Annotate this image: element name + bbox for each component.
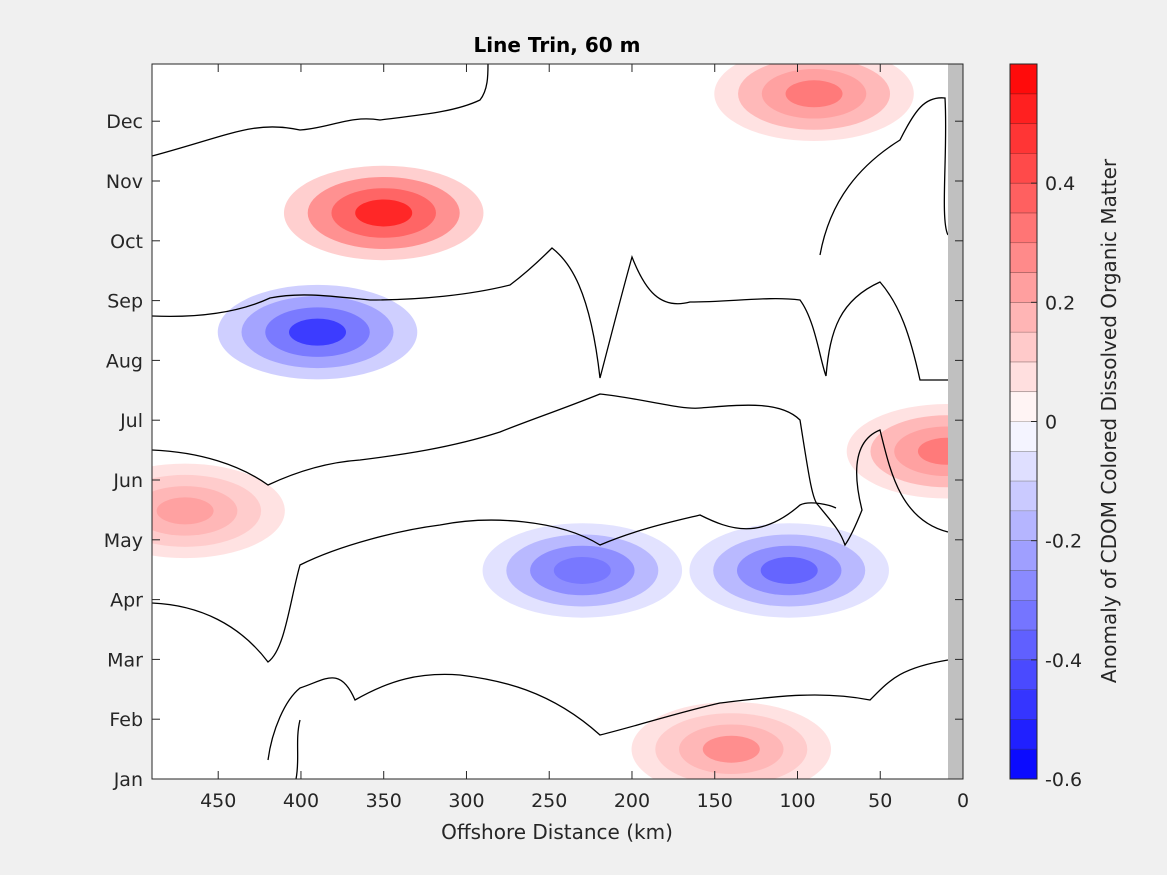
colorbar-tick-label: 0 [1045, 412, 1057, 434]
zero-contours [152, 64, 949, 779]
heat-contour-fill [289, 318, 347, 346]
colorbar: -0.6 -0.4 -0.2 0 0.2 0.4 Anomaly of CDOM Colo… [1009, 63, 1121, 791]
colorbar-step [1010, 391, 1037, 422]
colorbar-ticks: -0.6 -0.4 -0.2 0 0.2 0.4 [1031, 173, 1082, 791]
y-tick-label: Feb [109, 709, 143, 731]
no-data-band [948, 64, 963, 779]
plot-frame [151, 63, 964, 780]
heat-field [152, 64, 963, 779]
zero-contour-line [267, 659, 949, 761]
y-tick-label: Jul [119, 410, 143, 432]
colorbar-step [1010, 689, 1037, 720]
colorbar-step [1010, 332, 1037, 363]
colorbar-step [1010, 183, 1037, 214]
colorbar-step [1010, 510, 1037, 542]
colorbar-step [1010, 212, 1037, 244]
colorbar-tick-label: 0.2 [1045, 292, 1075, 314]
x-tick-label: 400 [283, 790, 319, 812]
colorbar-tick-label: 0.4 [1045, 173, 1075, 195]
zero-contour-line [152, 247, 948, 381]
colorbar-step [1010, 570, 1037, 601]
y-tick-label: Jan [113, 769, 143, 791]
zero-contour-line [295, 719, 301, 779]
zero-contour-line [152, 502, 837, 663]
colorbar-step [1010, 123, 1037, 154]
colorbar-step [1010, 481, 1037, 512]
y-tick-label: Nov [106, 171, 143, 193]
x-tick-label: 350 [366, 790, 402, 812]
x-tick-label: 100 [779, 790, 815, 812]
x-tick-label: 200 [614, 790, 650, 812]
y-tick-label: Jun [112, 470, 143, 492]
colorbar-step [1010, 93, 1037, 125]
colorbar-tick-label: -0.2 [1045, 531, 1082, 553]
x-tick-label: 300 [448, 790, 484, 812]
heat-contour-fill [785, 80, 843, 108]
colorbar-tick-label: -0.4 [1045, 650, 1082, 672]
colorbar-step [1010, 540, 1037, 571]
colorbar-step [1010, 64, 1037, 95]
colorbar-step [1010, 272, 1037, 303]
x-axis-label: Offshore Distance (km) [441, 820, 673, 844]
colorbar-step [1010, 242, 1037, 274]
heat-contour-fill [702, 735, 760, 763]
heat-contour-fill [760, 556, 818, 584]
y-tick-label: Apr [110, 590, 143, 612]
colorbar-tick-label: -0.6 [1045, 769, 1082, 791]
zero-contour-line [152, 393, 949, 547]
y-axis: Jan Feb Mar Apr May Jun Jul Aug Sep Oct Nov Dec [104, 111, 963, 791]
heat-contour-fill [156, 497, 214, 525]
colorbar-step [1010, 302, 1037, 333]
y-tick-label: Sep [107, 291, 143, 313]
zero-contour-line [152, 64, 489, 157]
heat-contour-fill [355, 199, 413, 227]
x-tick-label: 50 [868, 790, 892, 812]
y-tick-label: May [104, 530, 143, 552]
heat-contour-fill [917, 437, 963, 465]
x-tick-label: 0 [957, 790, 969, 812]
colorbar-step [1010, 451, 1037, 482]
colorbar-step [1010, 421, 1037, 452]
heatmap-plot: 450 400 350 300 250 200 150 100 50 0 Jan Feb Mar Apr… [104, 63, 969, 812]
colorbar-label: Anomaly of CDOM Colored Dissolved Organi… [1097, 158, 1121, 683]
x-tick-label: 450 [200, 790, 236, 812]
x-tick-label: 250 [531, 790, 567, 812]
y-tick-label: Mar [107, 649, 143, 671]
y-tick-label: Dec [106, 111, 143, 133]
colorbar-step [1010, 361, 1037, 393]
heat-contour-fill [553, 556, 611, 584]
colorbar-step [1010, 719, 1037, 750]
chart-title: Line Trin, 60 m [474, 33, 641, 57]
x-tick-label: 150 [697, 790, 733, 812]
y-tick-label: Aug [106, 350, 143, 372]
y-tick-label: Oct [110, 231, 143, 253]
colorbar-step [1010, 153, 1037, 184]
colorbar-step [1010, 600, 1037, 631]
plot-background [152, 64, 963, 779]
colorbar-step [1010, 659, 1037, 691]
colorbar-step [1010, 630, 1037, 661]
x-axis: 450 400 350 300 250 200 150 100 50 0 [200, 64, 969, 812]
colorbar-steps [1010, 64, 1037, 780]
zero-contour-line [819, 97, 949, 256]
colorbar-step [1010, 749, 1037, 780]
